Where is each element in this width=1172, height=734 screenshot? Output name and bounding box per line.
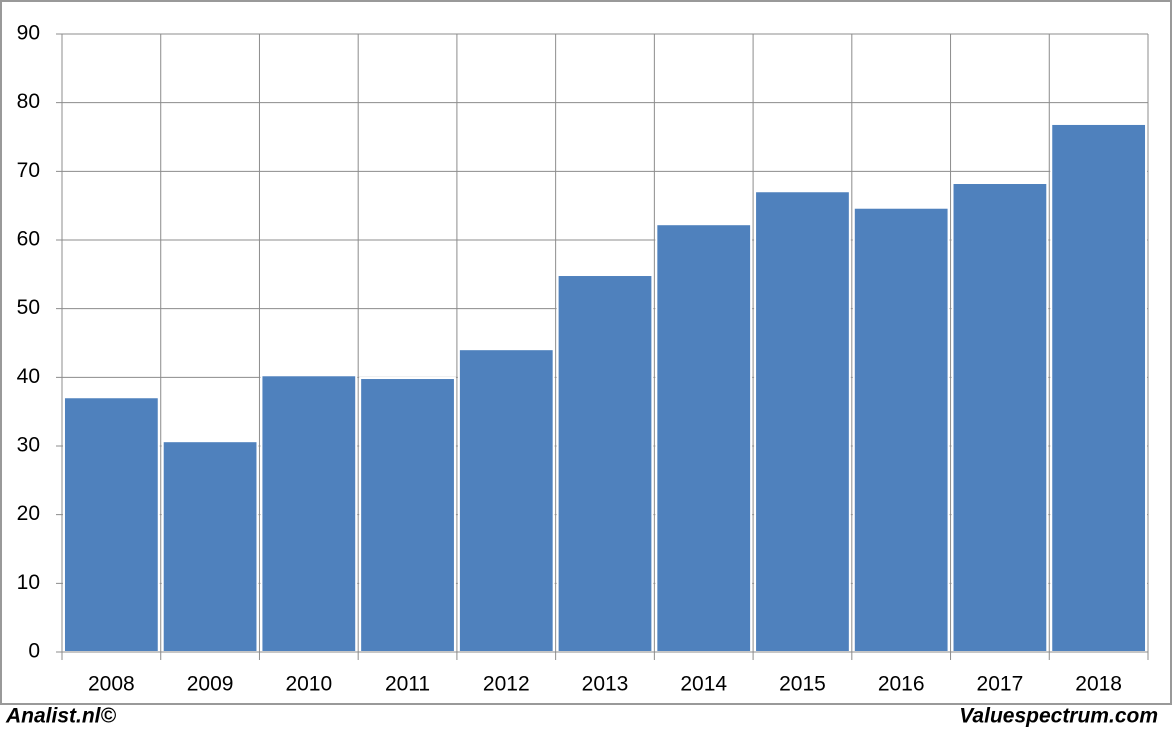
x-tick-label: 2012	[483, 673, 530, 696]
bar	[161, 440, 259, 653]
bar	[1050, 122, 1148, 654]
x-tick-label: 2009	[187, 673, 234, 696]
x-tick-label: 2010	[285, 673, 332, 696]
y-tick-label: 90	[17, 22, 40, 45]
x-tick-label: 2013	[582, 673, 629, 696]
x-tick-label: 2017	[977, 673, 1024, 696]
x-tick-label: 2015	[779, 673, 826, 696]
y-tick-label: 80	[17, 90, 40, 113]
y-tick-label: 30	[17, 434, 40, 457]
bar	[951, 182, 1049, 654]
y-tick-label: 10	[17, 571, 40, 594]
x-tick-label: 2018	[1075, 673, 1122, 696]
bar	[754, 190, 851, 653]
bar	[359, 377, 456, 653]
bar	[62, 396, 160, 653]
bar	[655, 223, 753, 653]
bar	[852, 206, 950, 654]
footer-right: Valuespectrum.com	[959, 705, 1158, 728]
bar	[260, 374, 358, 653]
x-tick-label: 2014	[680, 673, 727, 696]
y-tick-label: 50	[17, 296, 40, 319]
y-tick-label: 40	[17, 365, 40, 388]
bar	[556, 274, 654, 653]
y-tick-label: 70	[17, 159, 40, 182]
x-tick-label: 2016	[878, 673, 925, 696]
x-tick-label: 2011	[385, 673, 430, 696]
y-tick-label: 0	[28, 640, 40, 663]
bar	[457, 348, 555, 653]
y-tick-label: 60	[17, 228, 40, 251]
footer-left: Analist.nl©	[5, 705, 117, 728]
x-tick-label: 2008	[88, 673, 135, 696]
y-tick-label: 20	[17, 502, 40, 525]
